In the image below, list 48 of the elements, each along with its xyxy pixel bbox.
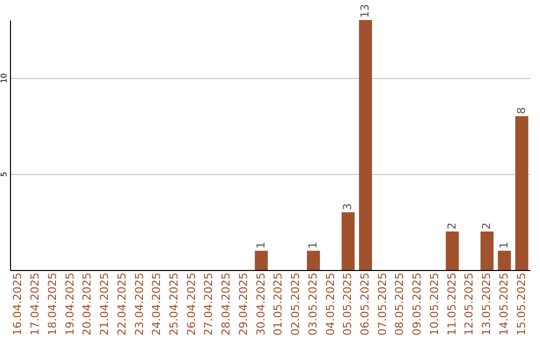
- x-tick-label: 20.04.2025: [80, 272, 94, 336]
- x-tick-label: 25.04.2025: [168, 272, 181, 336]
- bar: [515, 116, 528, 270]
- x-tick-label: 03.05.2025: [306, 272, 320, 336]
- data-label: 3: [341, 203, 354, 210]
- data-label: 1: [306, 242, 320, 249]
- x-tick-label: 09.05.2025: [410, 272, 424, 336]
- x-tick-label: 17.04.2025: [28, 272, 42, 336]
- data-label: 2: [480, 222, 494, 230]
- data-label: 2: [445, 222, 458, 230]
- x-tick-label: 11.05.2025: [445, 272, 458, 336]
- bar: [358, 20, 372, 270]
- x-tick-label: 19.04.2025: [63, 272, 76, 336]
- x-tick-label: 21.04.2025: [98, 272, 112, 336]
- x-tick-label: 05.05.2025: [341, 272, 354, 336]
- data-label: 8: [514, 107, 528, 114]
- x-tick-label: 02.05.2025: [289, 272, 302, 336]
- data-label: 13: [358, 4, 372, 18]
- bar: [342, 212, 355, 270]
- x-tick-label: 13.05.2025: [480, 272, 494, 336]
- data-label: 1: [497, 242, 510, 249]
- data-label: 1: [254, 242, 268, 249]
- x-tick-label: 15.05.2025: [514, 272, 528, 336]
- bar: [480, 232, 494, 270]
- x-tick-label: 08.05.2025: [393, 272, 406, 336]
- x-tick-label: 29.04.2025: [236, 272, 250, 336]
- bar: [254, 250, 268, 270]
- x-tick-label: 22.04.2025: [115, 272, 128, 336]
- x-tick-label: 01.05.2025: [272, 272, 285, 336]
- x-tick-label: 06.05.2025: [358, 272, 372, 336]
- x-tick-label: 27.04.2025: [202, 272, 216, 336]
- bar: [446, 232, 459, 270]
- x-tick-label: 16.04.2025: [11, 272, 24, 336]
- x-tick-label: 14.05.2025: [497, 272, 510, 336]
- x-tick-label: 28.04.2025: [220, 272, 233, 336]
- x-tick-label: 12.05.2025: [462, 272, 476, 336]
- x-tick-label: 26.04.2025: [184, 272, 198, 336]
- bar: [306, 250, 320, 270]
- x-tick-label: 30.04.2025: [254, 272, 268, 336]
- x-tick-label: 10.05.2025: [428, 272, 441, 336]
- x-tick-label: 18.04.2025: [46, 272, 59, 336]
- bar: [498, 250, 511, 270]
- x-tick-label: 24.04.2025: [150, 272, 164, 336]
- x-tick-label: 04.05.2025: [324, 272, 337, 336]
- y-tick-label: 10: [0, 73, 8, 84]
- y-tick-label: 5: [0, 172, 8, 177]
- x-tick-label: 07.05.2025: [376, 272, 389, 336]
- x-tick-label: 23.04.2025: [132, 272, 146, 336]
